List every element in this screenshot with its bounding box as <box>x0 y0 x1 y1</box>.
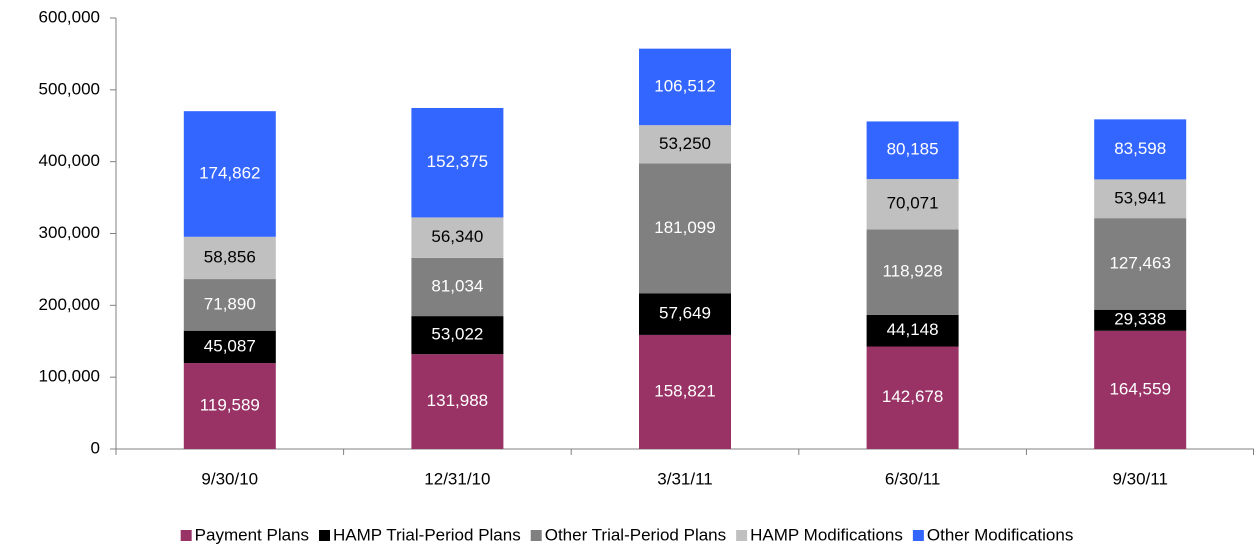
data-label: 58,856 <box>204 247 256 266</box>
data-label: 158,821 <box>654 381 715 400</box>
data-label: 45,087 <box>204 336 256 355</box>
data-label: 83,598 <box>1114 139 1166 158</box>
y-tick-label: 100,000 <box>39 367 100 386</box>
data-label: 81,034 <box>431 276 483 295</box>
bar-segment <box>639 125 731 164</box>
data-label: 142,678 <box>882 387 943 406</box>
bar-segment <box>183 279 276 331</box>
legend-label: HAMP Trial-Period Plans <box>333 525 521 544</box>
bar-segment <box>183 236 276 280</box>
x-tick-label: 6/30/11 <box>885 469 940 488</box>
bar-segment <box>866 229 959 315</box>
data-label: 164,559 <box>1109 379 1170 398</box>
data-label: 56,340 <box>431 227 483 246</box>
bar-segment <box>183 111 276 237</box>
bar-segment <box>183 363 276 449</box>
bar-segment <box>866 314 959 347</box>
data-label: 29,338 <box>1114 310 1166 329</box>
bar-segment <box>639 48 731 126</box>
legend-swatch <box>180 530 192 541</box>
y-tick-label: 600,000 <box>39 7 100 26</box>
bar-segment <box>866 121 959 180</box>
data-label: 119,589 <box>200 396 260 415</box>
data-label: 127,463 <box>1109 253 1170 272</box>
bar-segment <box>866 179 959 230</box>
bar-segment <box>1094 309 1187 331</box>
data-label: 53,022 <box>431 325 483 344</box>
legend-label: HAMP Modifications <box>750 525 903 544</box>
x-tick-label: 9/30/10 <box>201 469 258 488</box>
legend-swatch <box>530 530 542 541</box>
data-label: 53,941 <box>1114 188 1166 207</box>
bar-segment <box>639 334 731 449</box>
legend-label: Other Modifications <box>927 525 1073 544</box>
legend-swatch <box>736 530 748 541</box>
bar-segment <box>411 316 504 355</box>
data-label: 131,988 <box>427 391 488 410</box>
bar-segment <box>183 330 276 364</box>
y-tick-label: 0 <box>91 438 100 457</box>
data-label: 118,928 <box>882 262 942 281</box>
data-label: 53,250 <box>659 134 711 153</box>
x-tick-label: 9/30/11 <box>1112 469 1167 488</box>
legend-swatch <box>319 530 331 541</box>
data-label: 106,512 <box>654 76 715 95</box>
x-tick-label: 3/31/11 <box>657 469 712 488</box>
data-label: 44,148 <box>887 320 939 339</box>
bar-segment <box>411 354 504 449</box>
data-label: 181,099 <box>654 218 715 237</box>
bar-segment <box>639 163 731 294</box>
bar-segment <box>1094 330 1187 449</box>
data-label: 57,649 <box>659 304 711 323</box>
bar-segment <box>1094 218 1187 310</box>
bar-segment <box>639 293 731 335</box>
bar-segment <box>1094 119 1187 180</box>
data-label: 70,071 <box>887 194 939 213</box>
bar-segment <box>866 346 959 449</box>
y-tick-label: 200,000 <box>39 295 100 314</box>
y-tick-label: 400,000 <box>39 151 100 170</box>
legend-label: Payment Plans <box>195 525 309 544</box>
y-tick-label: 500,000 <box>39 79 100 98</box>
legend-label: Other Trial-Period Plans <box>545 525 726 544</box>
data-label: 174,862 <box>199 163 260 182</box>
y-tick-label: 300,000 <box>39 223 100 242</box>
data-label: 152,375 <box>427 152 488 171</box>
bar-segment <box>411 217 504 258</box>
data-label: 71,890 <box>204 294 256 313</box>
bar-segment <box>411 257 504 317</box>
x-tick-label: 12/31/10 <box>424 469 490 488</box>
legend-swatch <box>912 530 924 541</box>
bar-segment <box>1094 179 1187 219</box>
data-label: 80,185 <box>887 140 939 159</box>
bar-segment <box>411 107 504 218</box>
